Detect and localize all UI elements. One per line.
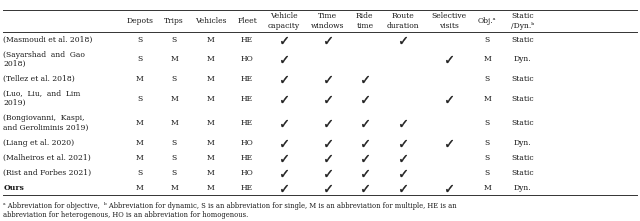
Text: M: M <box>207 169 215 177</box>
Text: M: M <box>483 95 492 103</box>
Text: Trips: Trips <box>164 17 184 25</box>
Text: Selective
visits: Selective visits <box>431 12 466 30</box>
Text: S: S <box>172 75 177 83</box>
Text: Ride
time: Ride time <box>356 12 374 30</box>
Text: S: S <box>172 139 177 147</box>
Text: M: M <box>170 119 178 127</box>
Text: HE: HE <box>241 36 253 44</box>
Text: Obj.ᵃ: Obj.ᵃ <box>478 17 497 25</box>
Text: M: M <box>483 55 492 63</box>
Text: S: S <box>484 36 490 44</box>
Text: S: S <box>172 169 177 177</box>
Text: Vehicle
capacity: Vehicle capacity <box>268 12 300 30</box>
Text: M: M <box>207 75 215 83</box>
Text: Dyn.: Dyn. <box>513 55 531 63</box>
Text: M: M <box>136 75 144 83</box>
Text: M: M <box>170 55 178 63</box>
Text: M: M <box>483 184 492 192</box>
Text: M: M <box>207 55 215 63</box>
Text: HE: HE <box>241 119 253 127</box>
Text: Static: Static <box>511 36 534 44</box>
Text: M: M <box>207 184 215 192</box>
Text: Ours: Ours <box>3 184 24 192</box>
Text: S: S <box>137 36 143 44</box>
Text: (Rist and Forbes 2021): (Rist and Forbes 2021) <box>3 169 92 177</box>
Text: ᵃ Abbreviation for objective,  ᵇ Abbreviation for dynamic, S is an abbreviation : ᵃ Abbreviation for objective, ᵇ Abbrevia… <box>3 202 457 219</box>
Text: HO: HO <box>241 139 253 147</box>
Text: HE: HE <box>241 154 253 162</box>
Text: M: M <box>170 95 178 103</box>
Text: HO: HO <box>241 169 253 177</box>
Text: Dyn.: Dyn. <box>513 184 531 192</box>
Text: M: M <box>136 139 144 147</box>
Text: (Luo,  Liu,  and  Lim
2019): (Luo, Liu, and Lim 2019) <box>3 90 81 107</box>
Text: Route
duration: Route duration <box>387 12 419 30</box>
Text: Time
windows: Time windows <box>311 12 344 30</box>
Text: (Sayarshad  and  Gao
2018): (Sayarshad and Gao 2018) <box>3 51 85 68</box>
Text: Dyn.: Dyn. <box>513 139 531 147</box>
Text: Static
/Dyn.ᵇ: Static /Dyn.ᵇ <box>511 12 534 30</box>
Text: HO: HO <box>241 55 253 63</box>
Text: Fleet: Fleet <box>237 17 257 25</box>
Text: S: S <box>137 169 143 177</box>
Text: Static: Static <box>511 95 534 103</box>
Text: M: M <box>136 154 144 162</box>
Text: Static: Static <box>511 119 534 127</box>
Text: S: S <box>484 154 490 162</box>
Text: M: M <box>207 139 215 147</box>
Text: S: S <box>137 55 143 63</box>
Text: S: S <box>172 36 177 44</box>
Text: (Malheiros et al. 2021): (Malheiros et al. 2021) <box>3 154 91 162</box>
Text: M: M <box>207 119 215 127</box>
Text: M: M <box>207 95 215 103</box>
Text: S: S <box>172 154 177 162</box>
Text: Static: Static <box>511 154 534 162</box>
Text: (Bongiovanni,  Kaspi,
and Geroliminis 2019): (Bongiovanni, Kaspi, and Geroliminis 201… <box>3 114 88 131</box>
Text: M: M <box>136 119 144 127</box>
Text: M: M <box>170 184 178 192</box>
Text: HE: HE <box>241 95 253 103</box>
Text: (Masmoudi et al. 2018): (Masmoudi et al. 2018) <box>3 36 93 44</box>
Text: S: S <box>137 95 143 103</box>
Text: Depots: Depots <box>126 17 154 25</box>
Text: S: S <box>484 139 490 147</box>
Text: Static: Static <box>511 75 534 83</box>
Text: (Tellez et al. 2018): (Tellez et al. 2018) <box>3 75 75 83</box>
Text: (Liang et al. 2020): (Liang et al. 2020) <box>3 139 74 147</box>
Text: M: M <box>207 154 215 162</box>
Text: S: S <box>484 75 490 83</box>
Text: S: S <box>484 119 490 127</box>
Text: HE: HE <box>241 75 253 83</box>
Text: M: M <box>207 36 215 44</box>
Text: S: S <box>484 169 490 177</box>
Text: M: M <box>136 184 144 192</box>
Text: HE: HE <box>241 184 253 192</box>
Text: Vehicles: Vehicles <box>195 17 227 25</box>
Text: Static: Static <box>511 169 534 177</box>
